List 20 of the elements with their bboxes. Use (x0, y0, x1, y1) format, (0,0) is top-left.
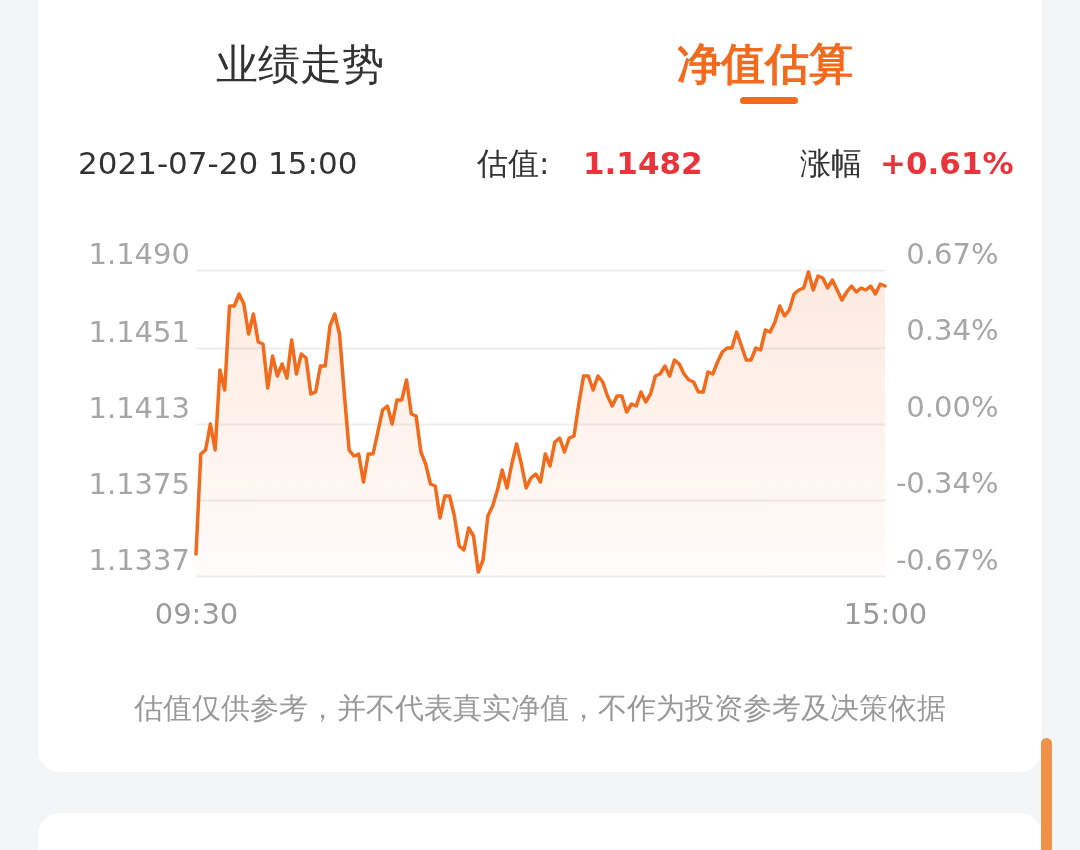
y-tick-label: 1.1375 (88, 466, 190, 501)
text: 涨幅 (800, 145, 862, 181)
y-tick-label: 1.1490 (88, 236, 190, 271)
y2-tick-label: -0.67% (895, 542, 999, 577)
text: 估值: (477, 145, 550, 181)
y2-tick-label: 0.00% (906, 389, 999, 424)
y-tick-label: 1.1337 (88, 542, 190, 577)
y-tick-label: 1.1413 (88, 390, 190, 425)
text: 估值仅供参考，并不代表真实净值，不作为投资参考及决策依据 (133, 691, 947, 725)
y2-tick-label: 0.34% (906, 313, 999, 347)
y2-tick-label: -0.34% (895, 466, 999, 500)
x-tick-label: 09:30 (154, 596, 239, 631)
text: 业绩走势 (216, 40, 384, 89)
text: 2021-07-20 15:00 (78, 145, 358, 181)
text: 净值估算 (677, 38, 853, 89)
x-tick-label: 15:00 (843, 596, 928, 631)
text: 1.1482 (583, 145, 703, 181)
y-tick-label: 1.1451 (88, 314, 190, 349)
text: +0.61% (880, 145, 1014, 181)
y2-tick-label: 0.67% (906, 236, 999, 271)
